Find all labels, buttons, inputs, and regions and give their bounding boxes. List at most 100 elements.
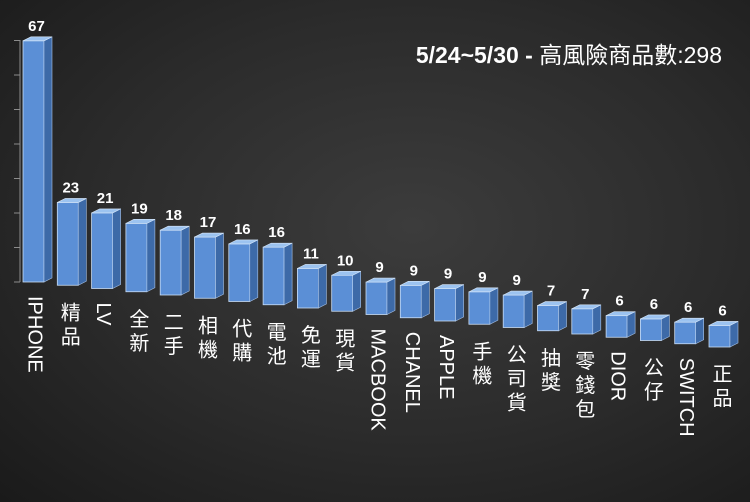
value-label: 9	[375, 259, 383, 276]
bar-side-5	[180, 225, 190, 296]
category-char: 貨	[507, 392, 527, 415]
value-label: 6	[718, 302, 726, 319]
category-char: 免	[301, 324, 321, 347]
category-char: 手	[164, 335, 184, 358]
bar-side-10	[352, 270, 362, 312]
bar-side-9	[318, 263, 327, 309]
category-char: 仔	[644, 381, 664, 404]
bar-top-21	[708, 321, 739, 326]
title-period: 5/24~5/30	[415, 42, 519, 68]
bar-top-11	[365, 277, 396, 283]
category-char: 相	[198, 314, 218, 337]
bar-top-18	[605, 311, 636, 316]
category-label: LV	[92, 303, 114, 327]
bar-4	[125, 222, 148, 293]
bar-top-12	[400, 281, 430, 286]
bars-layer	[22, 36, 739, 348]
category-char: 手	[472, 340, 492, 363]
category-label: 公仔	[644, 358, 664, 404]
bar-top-5	[160, 225, 190, 231]
bar-side-17	[592, 304, 602, 335]
category-char: 零	[575, 351, 595, 373]
bar-18	[605, 315, 628, 338]
bar-side-3	[112, 208, 121, 289]
bar-top-6	[194, 232, 224, 238]
category-char: 機	[472, 364, 492, 387]
category-char: 貨	[335, 351, 355, 374]
bar-5	[159, 229, 182, 296]
value-label: 6	[615, 293, 623, 310]
bar-side-12	[420, 280, 430, 319]
bar-side-7	[249, 239, 259, 302]
category-char: 包	[575, 398, 595, 421]
bar-14	[468, 291, 491, 325]
value-label: 9	[478, 269, 486, 286]
category-label: 電池	[267, 322, 287, 368]
category-char: 公	[644, 358, 664, 380]
category-label: 免運	[301, 324, 321, 371]
title-separator: -	[518, 42, 540, 68]
value-label: 9	[444, 266, 452, 283]
bar-side-21	[729, 320, 739, 348]
value-label: 17	[200, 214, 217, 231]
category-label: 正品	[713, 364, 733, 410]
bar-17	[571, 308, 594, 335]
category-char: 公	[507, 345, 527, 367]
bar-8	[262, 246, 285, 306]
value-label: 7	[581, 286, 589, 303]
bar-side-4	[146, 218, 156, 293]
category-char: 品	[713, 388, 733, 410]
bar-side-2	[78, 197, 87, 286]
category-label: IPHONE	[24, 296, 46, 373]
bar-16	[537, 305, 559, 332]
value-labels: 67 23 21 19 18 17 16 16 11 10 9 9 9 9 9 7 7 6 6 6 6	[28, 18, 727, 320]
category-label: 公司貨	[507, 345, 527, 415]
bar-top-2	[57, 198, 87, 203]
bar-top-13	[434, 284, 464, 289]
category-char: 司	[507, 369, 527, 391]
category-char: 池	[267, 345, 287, 368]
value-label: 21	[97, 190, 114, 207]
chart-title: 5/24~5/30 - 高風險商品數:298	[416, 36, 722, 70]
value-label: 11	[303, 245, 319, 262]
bar-3	[91, 212, 113, 289]
bar-2	[56, 202, 79, 286]
bar-side-8	[283, 242, 293, 306]
category-label: 現貨	[335, 328, 355, 374]
bar-side-6	[215, 232, 224, 299]
bar-top-10	[331, 270, 361, 276]
bar-15	[502, 294, 525, 328]
value-label: 9	[513, 272, 521, 289]
category-char: 獎	[541, 371, 561, 394]
category-label: SWITCH	[675, 358, 697, 437]
bar-11	[365, 281, 388, 315]
value-label: 7	[547, 283, 555, 300]
bar-top-3	[91, 208, 121, 214]
category-label: MACBOOK	[367, 329, 389, 432]
category-char: 購	[232, 342, 252, 365]
bar-side-18	[626, 311, 636, 338]
value-label: 19	[131, 200, 148, 217]
bar-side-15	[523, 290, 533, 328]
value-label: 18	[165, 207, 182, 224]
category-char: 現	[335, 328, 355, 350]
value-label: 23	[62, 179, 79, 196]
bar-side-16	[558, 301, 567, 332]
value-label: 16	[268, 224, 285, 241]
bar-top-17	[571, 304, 601, 310]
category-char: 精	[61, 301, 81, 324]
bar-19	[640, 318, 662, 341]
value-label: 16	[234, 221, 251, 238]
category-char: 新	[129, 332, 149, 355]
category-label: 相機	[198, 314, 218, 361]
bar-7	[228, 243, 251, 302]
category-char: 正	[713, 364, 733, 386]
bar-top-15	[503, 290, 533, 296]
title-label: 高風險商品數:298	[539, 42, 722, 68]
category-char: 電	[267, 322, 287, 344]
bar-top-9	[297, 264, 327, 269]
category-label: CHANEL	[401, 332, 423, 413]
